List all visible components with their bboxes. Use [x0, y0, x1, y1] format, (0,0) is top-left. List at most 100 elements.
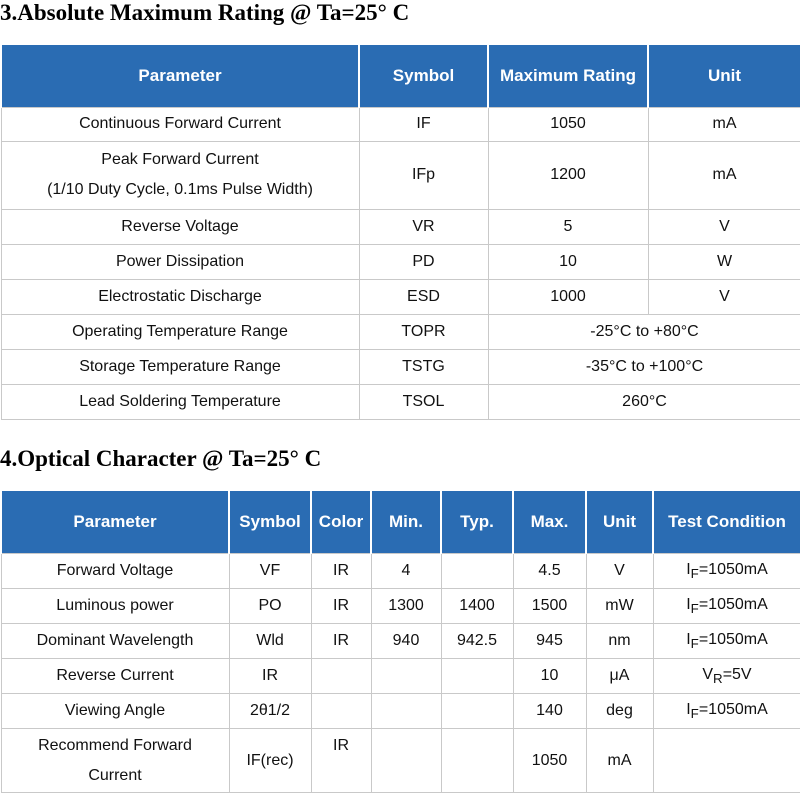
cell: Lead Soldering Temperature: [1, 384, 359, 419]
cell: [653, 729, 800, 793]
cell: IR: [311, 554, 371, 589]
cell: ESD: [359, 279, 488, 314]
cell: V: [648, 209, 800, 244]
cell: [441, 659, 513, 694]
cell: deg: [586, 694, 653, 729]
cell-line: Recommend Forward: [2, 731, 229, 761]
cell: [371, 729, 441, 793]
cell-part: =1050mA: [699, 631, 768, 648]
cell: PD: [359, 244, 488, 279]
cell: Continuous Forward Current: [1, 107, 359, 141]
cell: IF=1050mA: [653, 589, 800, 624]
cell: Operating Temperature Range: [1, 314, 359, 349]
cell: 1400: [441, 589, 513, 624]
cell: [371, 694, 441, 729]
cell: IR: [229, 659, 311, 694]
cell: mA: [648, 107, 800, 141]
cell: 1300: [371, 589, 441, 624]
cell: Luminous power: [1, 589, 229, 624]
cell: V: [586, 554, 653, 589]
cell: 940: [371, 624, 441, 659]
cell-part: =1050mA: [699, 701, 768, 718]
cell: μA: [586, 659, 653, 694]
header-cell: Symbol: [229, 491, 311, 554]
cell-part: V: [702, 666, 713, 683]
cell: 1050: [513, 729, 586, 793]
cell: Peak Forward Current(1/10 Duty Cycle, 0.…: [1, 141, 359, 209]
cell-line: Luminous power: [2, 591, 229, 621]
header-cell: Max.: [513, 491, 586, 554]
cell-line: Forward Voltage: [2, 556, 229, 586]
cell: -35°C to +100°C: [488, 349, 800, 384]
cell-line: Storage Temperature Range: [2, 352, 359, 382]
cell: 5: [488, 209, 648, 244]
cell-part: F: [691, 601, 699, 616]
cell: 10: [513, 659, 586, 694]
cell: Electrostatic Discharge: [1, 279, 359, 314]
cell: PO: [229, 589, 311, 624]
cell-line: (1/10 Duty Cycle, 0.1ms Pulse Width): [2, 175, 359, 205]
cell: TSTG: [359, 349, 488, 384]
cell: mW: [586, 589, 653, 624]
cell: 10: [488, 244, 648, 279]
header-cell: Unit: [586, 491, 653, 554]
cell: Storage Temperature Range: [1, 349, 359, 384]
cell: [311, 694, 371, 729]
cell: 260°C: [488, 384, 800, 419]
header-cell: Parameter: [1, 491, 229, 554]
cell: 1050: [488, 107, 648, 141]
header-cell: Min.: [371, 491, 441, 554]
cell: TSOL: [359, 384, 488, 419]
cell-line: Dominant Wavelength: [2, 626, 229, 656]
cell: 1500: [513, 589, 586, 624]
cell: Forward Voltage: [1, 554, 229, 589]
cell-line: Power Dissipation: [2, 247, 359, 277]
cell-part: F: [691, 566, 699, 581]
header-cell: Symbol: [359, 45, 488, 107]
cell: IR: [311, 624, 371, 659]
cell: 4.5: [513, 554, 586, 589]
cell: Reverse Voltage: [1, 209, 359, 244]
cell-line: Reverse Voltage: [2, 212, 359, 242]
cell: VF: [229, 554, 311, 589]
cell: 1200: [488, 141, 648, 209]
cell: Reverse Current: [1, 659, 229, 694]
cell: TOPR: [359, 314, 488, 349]
cell: 140: [513, 694, 586, 729]
cell: VR: [359, 209, 488, 244]
header-cell: Test Condition: [653, 491, 800, 554]
cell-part: F: [691, 706, 699, 721]
cell: [441, 554, 513, 589]
cell: 942.5: [441, 624, 513, 659]
cell-line: Operating Temperature Range: [2, 317, 359, 347]
cell: Wld: [229, 624, 311, 659]
cell: Dominant Wavelength: [1, 624, 229, 659]
cell: 2θ1/2: [229, 694, 311, 729]
cell: [311, 659, 371, 694]
cell-part: =1050mA: [699, 596, 768, 613]
cell-part: =5V: [723, 666, 752, 683]
cell-line: Viewing Angle: [2, 696, 229, 726]
cell: [441, 694, 513, 729]
cell: nm: [586, 624, 653, 659]
cell-line: Peak Forward Current: [2, 145, 359, 175]
cell-part: =1050mA: [699, 561, 768, 578]
section-title: 4.Optical Character @ Ta=25° C: [0, 446, 800, 491]
cell: Power Dissipation: [1, 244, 359, 279]
